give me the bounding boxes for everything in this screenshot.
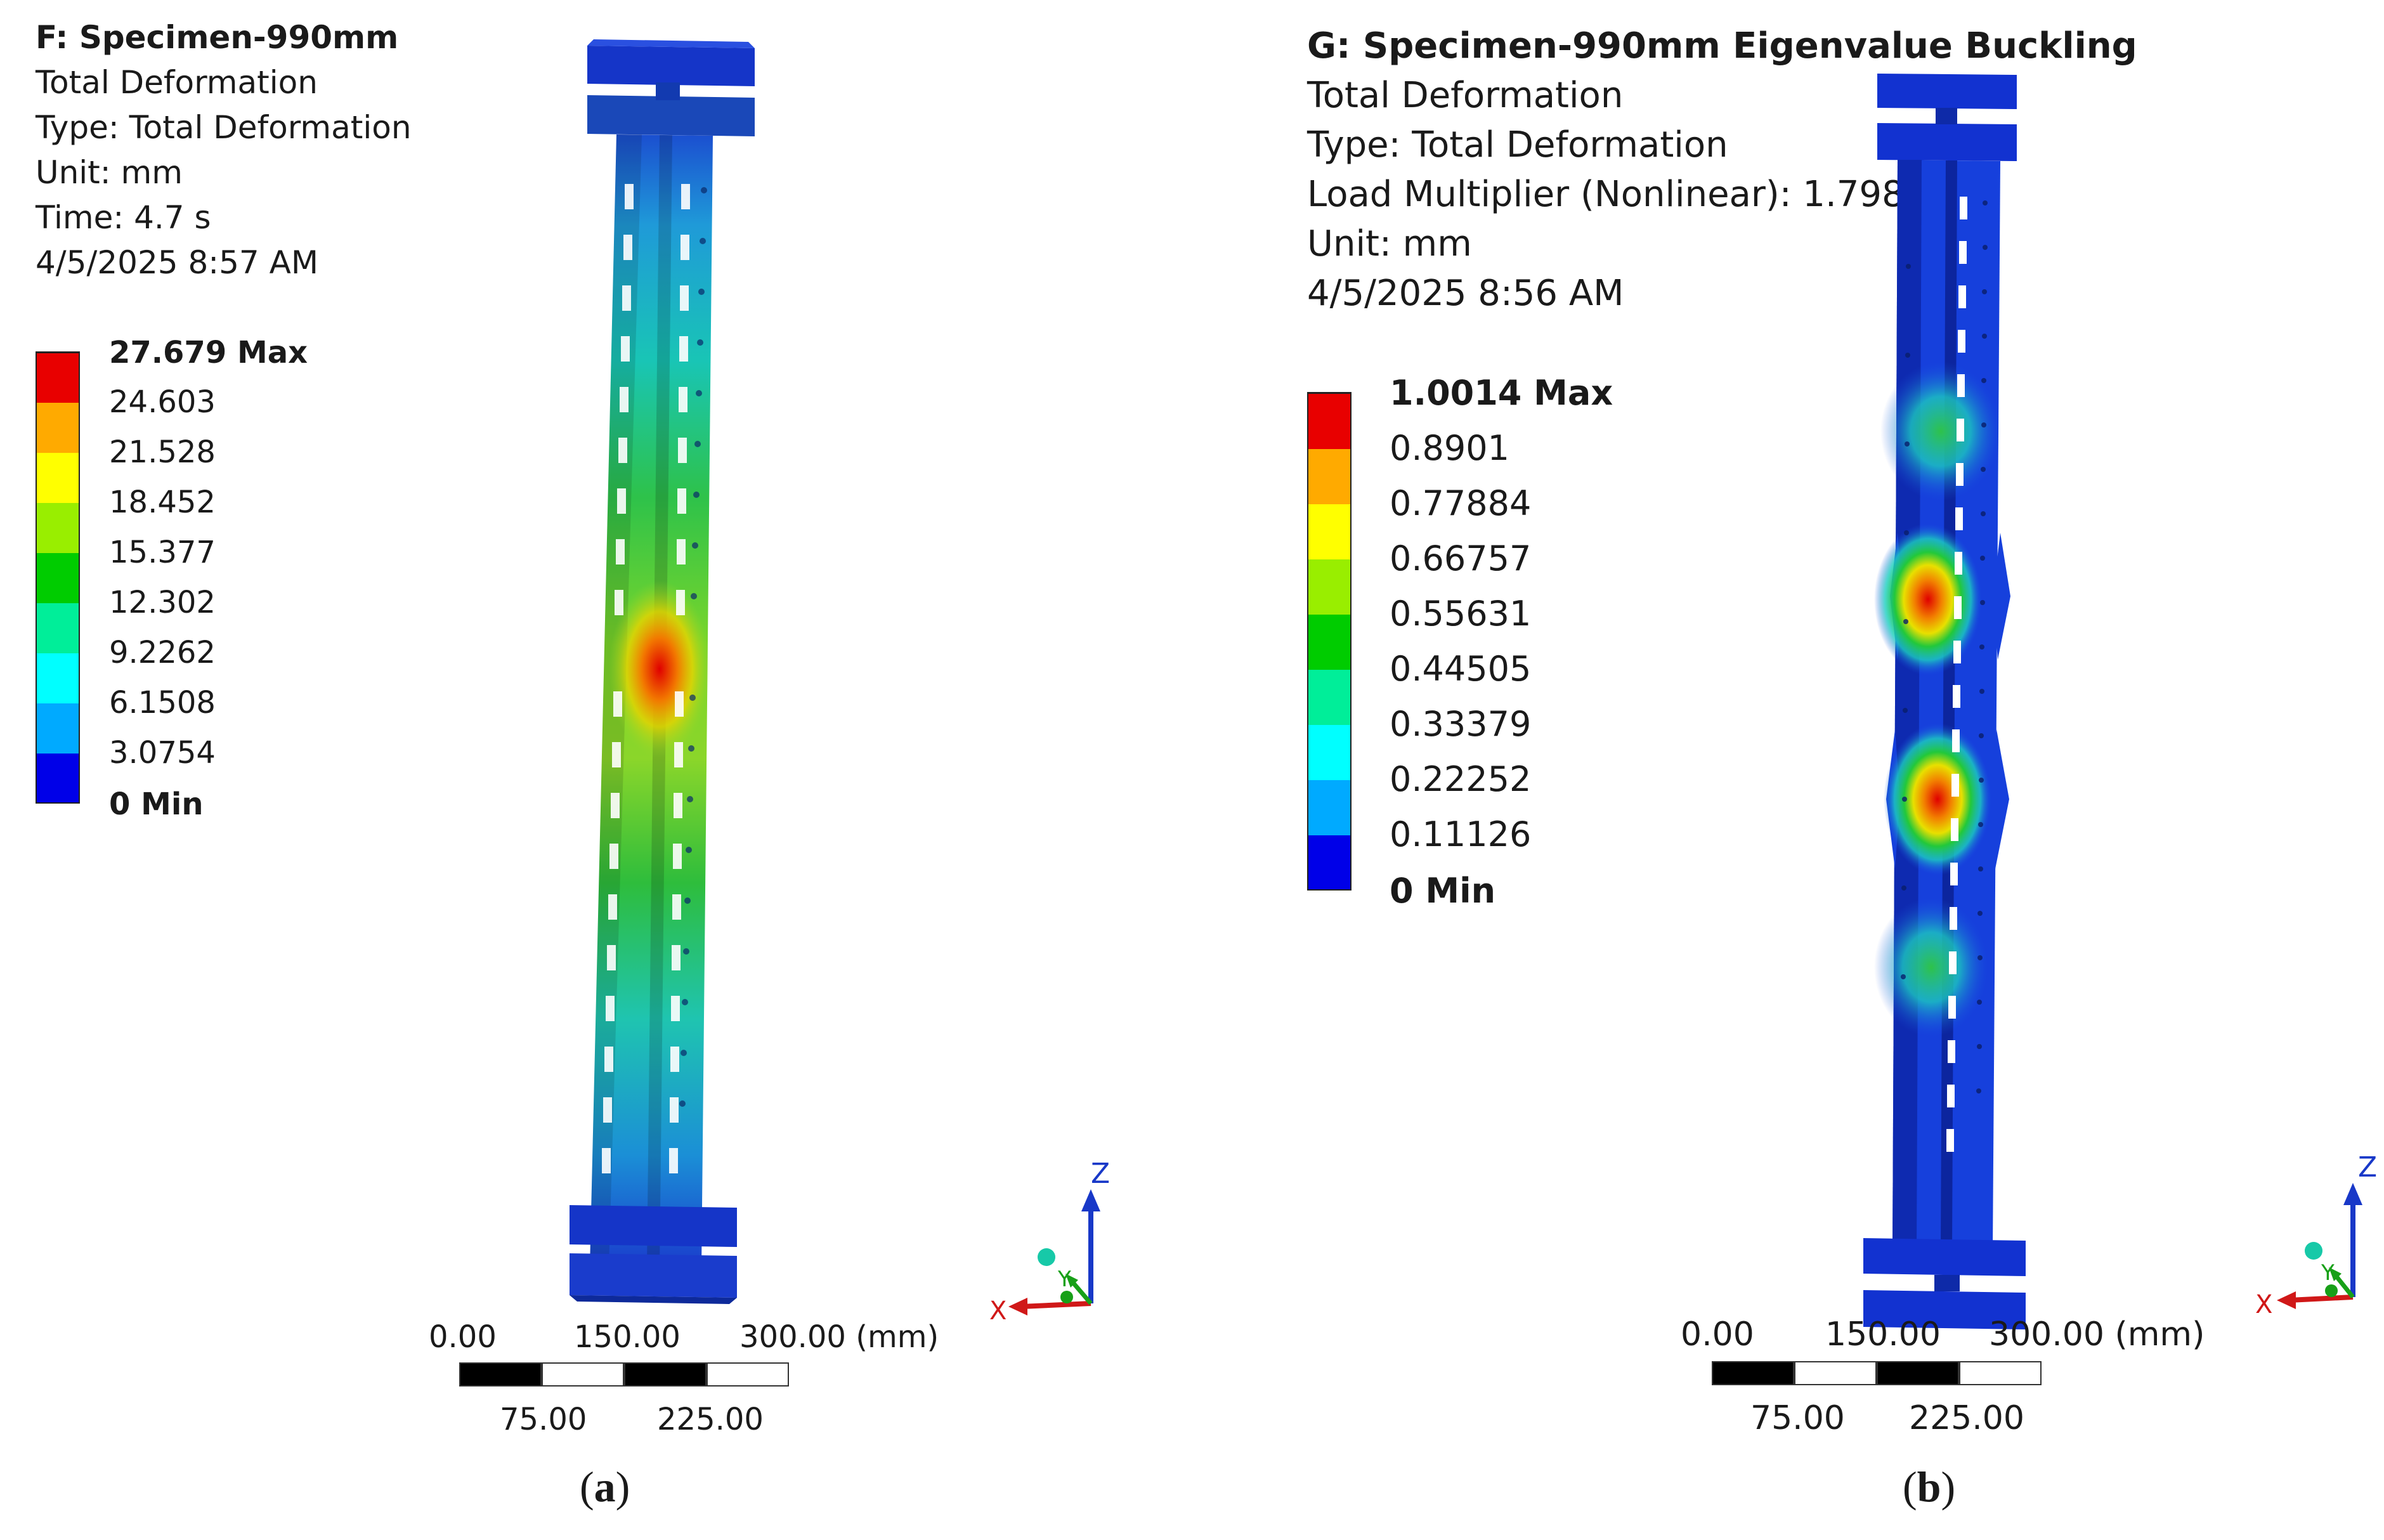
scale-label: 225.00 xyxy=(657,1402,764,1437)
legend-swatch xyxy=(36,703,80,754)
coordinate-triad-icon: Z Y X xyxy=(2255,1154,2377,1319)
info-line: Load Multiplier (Nonlinear): 1.7985 xyxy=(1307,174,1927,215)
scale-segment xyxy=(459,1362,542,1387)
legend-swatch xyxy=(1307,670,1352,725)
legend-max-label: 1.0014 Max xyxy=(1390,373,1613,413)
legend-swatch xyxy=(36,754,80,804)
scale-segment xyxy=(1712,1361,1794,1385)
scale-label: 75.00 xyxy=(1750,1399,1845,1437)
legend-value: 18.452 xyxy=(109,485,216,520)
legend-swatch xyxy=(1307,559,1352,615)
legend-value: 0.77884 xyxy=(1390,483,1532,523)
info-line: Total Deformation xyxy=(1307,75,1624,116)
legend-swatch xyxy=(1307,780,1352,835)
specimen-contour-plot-a xyxy=(570,39,755,1304)
scale-segment xyxy=(624,1362,707,1387)
triad-y-label: Y xyxy=(2321,1260,2335,1286)
legend-swatch xyxy=(1307,725,1352,780)
panel-caption-b: (b) xyxy=(1903,1463,1956,1511)
legend-swatch xyxy=(36,403,80,453)
scale-label: 75.00 xyxy=(500,1402,587,1437)
scale-label: 150.00 xyxy=(1825,1315,1941,1354)
info-line: Type: Total Deformation xyxy=(36,109,412,146)
scale-label: 300.00 (mm) xyxy=(1989,1315,2205,1354)
legend-value: 21.528 xyxy=(109,434,216,470)
info-line: Time: 4.7 s xyxy=(36,199,211,236)
legend-value: 6.1508 xyxy=(109,685,216,721)
legend-min-label: 0 Min xyxy=(1390,871,1496,911)
result-title-a: F: Specimen-990mm xyxy=(36,19,399,56)
legend-swatch xyxy=(1307,392,1352,449)
scale-segment xyxy=(707,1362,789,1387)
legend-value: 0.8901 xyxy=(1390,428,1509,468)
triad-x-label: X xyxy=(2255,1290,2272,1319)
legend-swatch xyxy=(36,453,80,503)
legend-value: 0.33379 xyxy=(1390,704,1532,744)
scale-label: 150.00 xyxy=(574,1319,681,1355)
triad-z-label: Z xyxy=(2358,1154,2377,1184)
legend-swatch xyxy=(1307,504,1352,559)
legend-value: 0.55631 xyxy=(1390,594,1532,634)
coordinate-triad-icon: Z Y X xyxy=(989,1161,1110,1326)
scale-label: 0.00 xyxy=(429,1319,497,1355)
legend-value: 12.302 xyxy=(109,585,216,620)
caption-letter: a xyxy=(594,1463,616,1511)
info-line: 4/5/2025 8:56 AM xyxy=(1307,273,1624,314)
legend-value: 15.377 xyxy=(109,535,216,570)
result-info-b: G: Specimen-990mm Eigenvalue Buckling To… xyxy=(1307,22,2137,318)
info-line: Unit: mm xyxy=(36,154,183,191)
triad-x-label: X xyxy=(989,1296,1006,1326)
panel-caption-a: (a) xyxy=(580,1463,630,1511)
panel-b: G: Specimen-990mm Eigenvalue Buckling To… xyxy=(1192,0,2384,1540)
scale-segment xyxy=(1959,1361,2042,1385)
legend-swatch xyxy=(36,653,80,703)
scale-segment xyxy=(542,1362,624,1387)
legend-value: 3.0754 xyxy=(109,735,216,771)
legend-swatch xyxy=(1307,835,1352,891)
scale-label: 0.00 xyxy=(1681,1315,1754,1354)
triad-z-label: Z xyxy=(1091,1161,1110,1190)
legend-min-label: 0 Min xyxy=(109,786,204,822)
info-line: Type: Total Deformation xyxy=(1307,124,1728,166)
caption-letter: b xyxy=(1917,1463,1941,1511)
scale-label: 300.00 (mm) xyxy=(739,1319,939,1355)
legend-swatch xyxy=(36,503,80,553)
panel-a: F: Specimen-990mm Total Deformation Type… xyxy=(36,15,1110,1511)
legend-max-label: 27.679 Max xyxy=(109,335,308,370)
legend-swatch xyxy=(36,351,80,403)
specimen-contour-plot-b xyxy=(1863,74,2026,1329)
legend-value: 0.44505 xyxy=(1390,649,1532,689)
result-title-b: G: Specimen-990mm Eigenvalue Buckling xyxy=(1307,25,2137,67)
legend-swatch xyxy=(36,553,80,603)
legend-value: 24.603 xyxy=(109,384,216,420)
scale-segment xyxy=(1877,1361,1959,1385)
info-line: 4/5/2025 8:57 AM xyxy=(36,244,318,281)
legend-value: 9.2262 xyxy=(109,635,216,670)
legend-value: 0.22252 xyxy=(1390,759,1532,799)
legend-swatch xyxy=(1307,449,1352,504)
scale-segment xyxy=(1794,1361,1877,1385)
legend-value: 0.11126 xyxy=(1390,814,1532,854)
scale-label: 225.00 xyxy=(1909,1399,2024,1437)
info-line: Total Deformation xyxy=(36,64,318,101)
triad-y-label: Y xyxy=(1057,1267,1071,1292)
legend-swatch xyxy=(36,603,80,653)
legend-value: 0.66757 xyxy=(1390,538,1532,578)
legend-swatch xyxy=(1307,615,1352,670)
result-info-a: F: Specimen-990mm Total Deformation Type… xyxy=(36,15,412,285)
info-line: Unit: mm xyxy=(1307,223,1472,264)
